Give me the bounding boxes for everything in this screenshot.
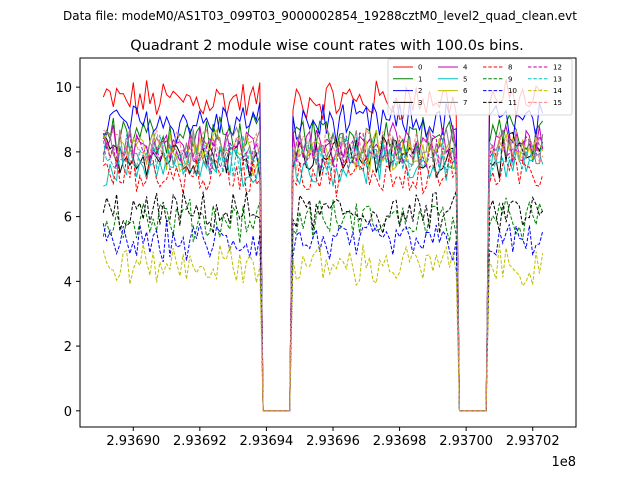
y-tick-label: 8 [64,146,72,161]
legend-label-7: 7 [463,99,467,107]
legend-label-9: 9 [508,75,512,83]
legend-label-4: 4 [463,64,468,72]
legend-label-15: 15 [553,99,562,107]
legend-label-12: 12 [553,64,562,72]
legend-label-2: 2 [418,87,422,95]
series-layer [102,79,544,412]
legend-label-14: 14 [553,87,562,95]
series-line-9 [102,197,544,412]
legend-label-3: 3 [418,99,422,107]
legend-label-6: 6 [463,87,468,95]
chart-title: Quadrant 2 module wise count rates with … [130,38,524,54]
plot-area: 2.93690 2.93692 2.93694 2.93696 2.93698 2.937… [55,57,577,470]
x-offset-text: 1e8 [551,455,576,470]
y-tick-label: 0 [64,405,72,420]
legend-label-11: 11 [508,99,517,107]
plot-background [80,58,576,427]
y-tick-label: 2 [64,340,72,355]
y-axis: 0 2 4 6 8 10 [55,81,80,420]
legend-box [387,58,573,116]
legend-label-10: 10 [508,87,517,95]
figure-suptitle: Data file: modeM0/AS1T03_099T03_90000028… [63,9,577,23]
x-tick-label: 2.93696 [306,434,360,449]
x-tick-label: 2.93698 [373,434,427,449]
x-axis: 2.93690 2.93692 2.93694 2.93696 2.93698 2.937… [106,427,560,449]
axes-frame [79,57,577,428]
legend-label-0: 0 [418,64,422,72]
x-tick-label: 2.93694 [240,434,294,449]
legend-label-8: 8 [508,64,512,72]
y-tick-label: 6 [64,211,72,226]
x-tick-label: 2.93690 [106,434,160,449]
x-tick-label: 2.93700 [439,434,493,449]
x-tick-label: 2.93702 [506,434,560,449]
y-tick-label: 10 [55,81,72,96]
series-line-15 [103,125,544,412]
legend-label-13: 13 [553,75,562,83]
legend-label-5: 5 [463,75,467,83]
y-tick-label: 4 [64,275,72,290]
x-tick-label: 2.93692 [173,434,227,449]
series-line-10 [102,219,544,412]
legend-label-1: 1 [418,75,422,83]
